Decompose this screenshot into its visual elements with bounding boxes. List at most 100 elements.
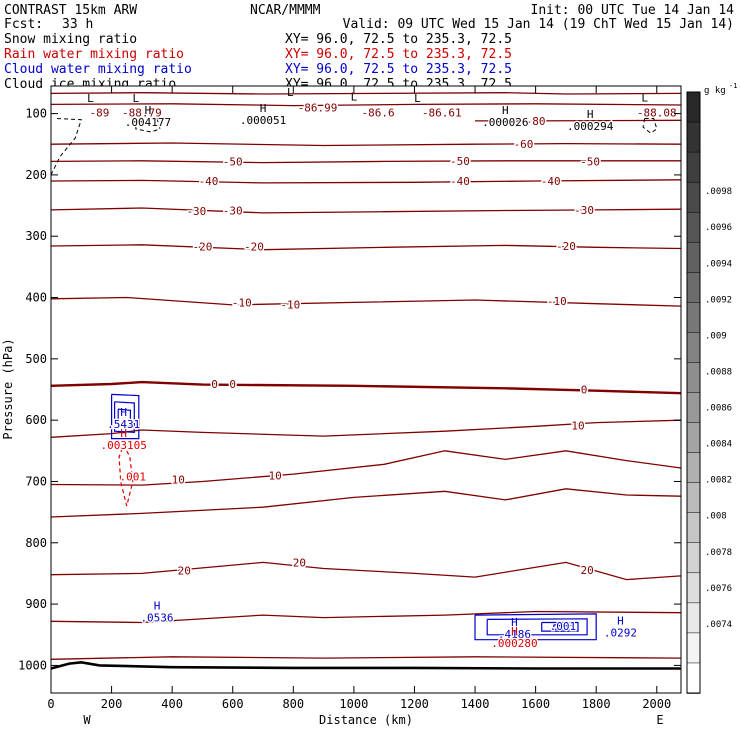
temperature-label: -10 bbox=[280, 298, 300, 311]
extremum-value: .004177 bbox=[125, 116, 171, 129]
colorbar-bin bbox=[686, 482, 701, 514]
colorbar-label: .0078 bbox=[705, 548, 732, 558]
west-label: W bbox=[83, 713, 91, 727]
colorbar-unit: g kg bbox=[704, 86, 726, 96]
y-tick-label: 1000 bbox=[18, 658, 47, 672]
extremum-value: .003105 bbox=[101, 439, 147, 452]
y-tick-label: 600 bbox=[25, 413, 47, 427]
colorbar-label: .0092 bbox=[705, 295, 732, 305]
temperature-label: -20 bbox=[193, 241, 213, 254]
colorbar-bin bbox=[686, 572, 701, 604]
high-marker: H bbox=[617, 615, 624, 628]
header: CONTRAST 15km ARW NCAR/MMMM Init: 00 UTC… bbox=[4, 3, 734, 92]
colorbar-bin bbox=[686, 332, 701, 364]
y-tick-label: 800 bbox=[25, 536, 47, 550]
x-tick-label: 0 bbox=[47, 697, 54, 711]
colorbar-unit-exponent: -1 bbox=[729, 82, 737, 90]
high-marker: H bbox=[154, 599, 161, 612]
temperature-contour bbox=[51, 142, 681, 147]
temperature-label: -80 bbox=[526, 115, 546, 128]
extremum-value: .001 bbox=[120, 470, 147, 483]
center-title: NCAR/MMMM bbox=[250, 3, 321, 18]
high-marker: H bbox=[120, 406, 127, 419]
contour-layer bbox=[51, 92, 681, 670]
temperature-label: -50 bbox=[580, 155, 600, 168]
fcst-label: Fcst: bbox=[4, 17, 43, 32]
cloud-water-contour bbox=[111, 393, 140, 440]
y-tick-label: 500 bbox=[25, 352, 47, 366]
colorbar-label: .0094 bbox=[705, 259, 732, 269]
temperature-label: -30 bbox=[223, 204, 243, 217]
colorbar-bin bbox=[686, 302, 701, 334]
colorbar-bin bbox=[686, 452, 701, 484]
field-name-cloud-water: Cloud water mixing ratio bbox=[4, 62, 192, 77]
cloud-water-contour bbox=[117, 408, 131, 427]
y-tick-label: 700 bbox=[25, 474, 47, 488]
colorbar-bin bbox=[686, 121, 701, 153]
temperature-contour bbox=[51, 92, 681, 95]
temperature-label: -88.79 bbox=[122, 106, 162, 119]
temperature-contour bbox=[51, 561, 681, 581]
valid-time: Valid: 09 UTC Wed 15 Jan 14 (19 ChT Wed … bbox=[343, 17, 734, 32]
temperature-label: 0 bbox=[229, 378, 236, 391]
model-title: CONTRAST 15km ARW bbox=[4, 3, 137, 18]
colorbar-label: .0088 bbox=[705, 367, 732, 377]
colorbar-bin bbox=[686, 272, 701, 304]
colorbar-bin bbox=[686, 151, 701, 183]
temperature-label: 0 bbox=[211, 378, 218, 391]
colorbar-bin bbox=[686, 211, 701, 243]
extremum-value: .000051 bbox=[240, 114, 286, 127]
colorbar-label: .0086 bbox=[705, 404, 732, 414]
temperature-label: 20 bbox=[178, 564, 191, 577]
temperature-label: -50 bbox=[450, 155, 470, 168]
temperature-label: -40 bbox=[199, 175, 219, 188]
colorbar-bin bbox=[686, 512, 701, 544]
high-marker: H bbox=[145, 104, 152, 117]
colorbar-frame bbox=[686, 91, 701, 694]
high-marker: H bbox=[502, 104, 509, 117]
temperature-label: -86.61 bbox=[422, 106, 462, 119]
extremum-value: .001 bbox=[550, 620, 577, 633]
y-axis-label: Pressure (hPa) bbox=[1, 338, 15, 439]
temperature-label: 10 bbox=[269, 469, 282, 482]
field-xy-cloud-water: XY= 96.0, 72.5 to 235.3, 72.5 bbox=[285, 62, 512, 77]
x-tick-label: 1000 bbox=[339, 697, 368, 711]
low-marker: L bbox=[87, 92, 94, 105]
low-marker: L bbox=[287, 86, 294, 99]
temperature-label: 0 bbox=[581, 384, 588, 397]
east-label: E bbox=[656, 713, 663, 727]
cloud-ice-contour bbox=[51, 118, 82, 176]
low-marker: L bbox=[132, 92, 139, 105]
colorbar-label: .0096 bbox=[705, 223, 732, 233]
temperature-label: -86.6 bbox=[362, 106, 395, 119]
low-marker: L bbox=[414, 92, 421, 105]
colorbar-label: .0082 bbox=[705, 476, 732, 486]
temperature-contour bbox=[51, 610, 681, 624]
colorbar-bin bbox=[686, 422, 701, 454]
high-marker: H bbox=[587, 108, 594, 121]
temperature-contour bbox=[51, 380, 681, 395]
cloud-water-contour bbox=[553, 624, 573, 630]
colorbar-label: .0076 bbox=[705, 584, 732, 594]
temperature-contour bbox=[475, 119, 681, 122]
colorbar-bin bbox=[686, 662, 701, 694]
cloud-water-contour bbox=[486, 618, 588, 636]
temperature-label: -88.08 bbox=[637, 106, 677, 119]
x-tick-label: 400 bbox=[161, 697, 183, 711]
temperature-label: -20 bbox=[556, 240, 576, 253]
colorbar: g kg -1 .0098 .0096 .0094 .0092 .009 .0088 .00… bbox=[686, 82, 737, 694]
extremum-value: .0292 bbox=[604, 627, 637, 640]
high-marker: H bbox=[120, 427, 127, 440]
high-marker: H bbox=[511, 625, 518, 638]
temperature-label: -50 bbox=[223, 155, 243, 168]
temperature-contour bbox=[51, 244, 681, 251]
axes: Pressure (hPa) Distance (km) W E 1002003… bbox=[1, 86, 681, 727]
x-tick-label: 1200 bbox=[400, 697, 429, 711]
x-tick-label: 1600 bbox=[521, 697, 550, 711]
colorbar-bin bbox=[686, 91, 701, 123]
temperature-contour bbox=[51, 179, 681, 184]
fcst-value: 33 h bbox=[62, 17, 93, 32]
cloud-water-contour bbox=[114, 401, 135, 434]
cloud-water-contour bbox=[474, 613, 597, 641]
